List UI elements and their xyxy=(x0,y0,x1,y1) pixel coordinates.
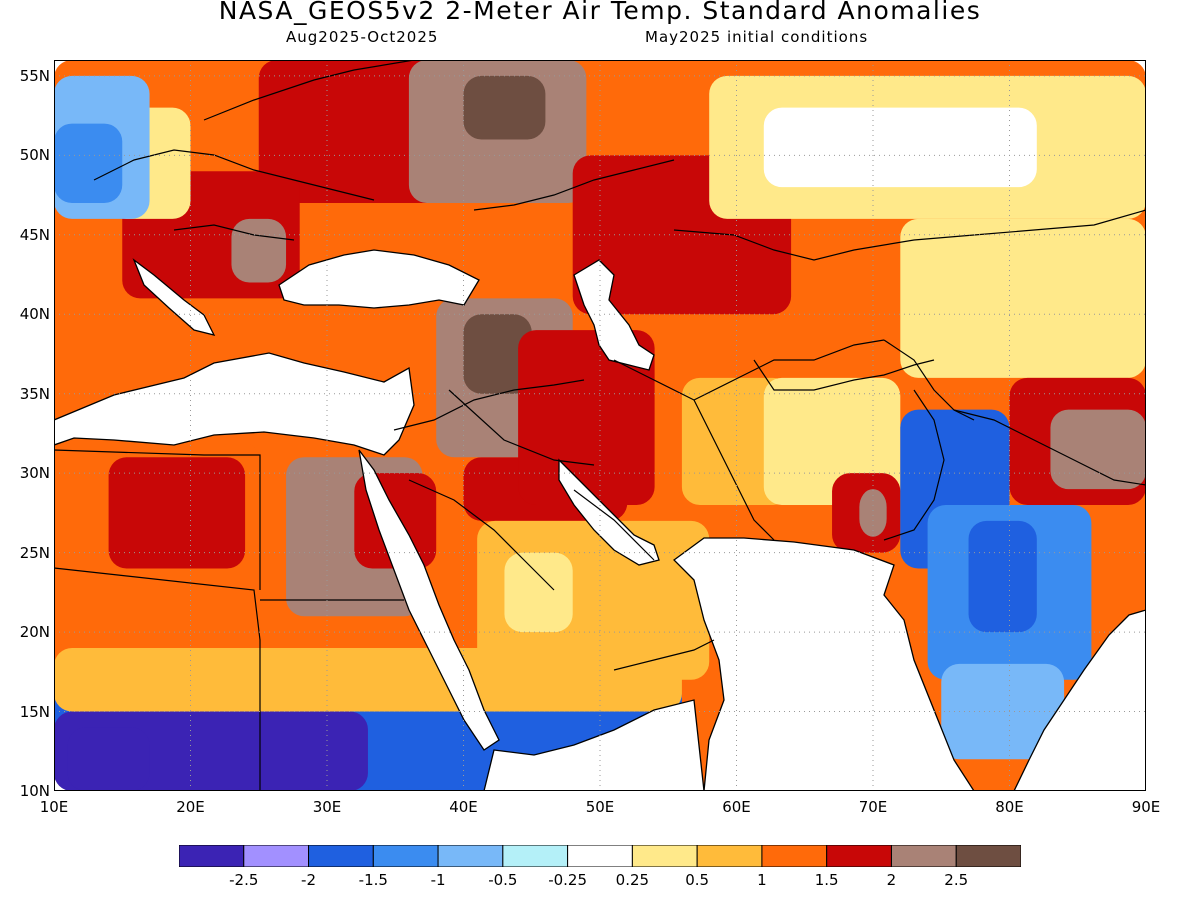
colorbar-tick-label: 1 xyxy=(757,871,767,889)
lat-tick-label: 25N xyxy=(19,543,50,562)
colorbar-swatch xyxy=(308,845,374,867)
anomaly-region xyxy=(463,314,532,394)
lat-tick-label: 30N xyxy=(19,464,50,483)
border-line xyxy=(408,479,555,591)
anomaly-region xyxy=(504,552,573,633)
colorbar-tick-label: 0.5 xyxy=(685,871,710,889)
caspian-sea xyxy=(573,259,655,371)
gulf-of-aden xyxy=(483,699,705,791)
lon-tick-label: 10E xyxy=(39,798,69,816)
colorbar-tick-label: -1.5 xyxy=(358,871,388,889)
lat-tick-label: 10N xyxy=(19,782,50,800)
lon-tick-label: 60E xyxy=(722,798,751,816)
colorbar-swatch xyxy=(761,845,828,867)
colorbar-tick-label: -2.5 xyxy=(229,871,259,889)
lat-tick-label: 55N xyxy=(19,66,50,85)
colorbar-swatch xyxy=(631,845,698,867)
border-line xyxy=(473,159,675,211)
lon-tick-label: 70E xyxy=(858,798,888,816)
lon-tick-label: 80E xyxy=(995,798,1024,816)
colorbar-tick-label: 2.5 xyxy=(944,871,969,889)
border-line xyxy=(203,60,415,121)
border-line xyxy=(393,379,585,431)
lat-tick-label: 45N xyxy=(19,225,50,244)
anomaly-region xyxy=(463,75,546,140)
border-line xyxy=(573,489,655,561)
colorbar-tick-label: -0.25 xyxy=(548,871,588,889)
anomaly-region xyxy=(231,218,287,283)
lon-tick-label: 30E xyxy=(312,798,342,816)
border-line xyxy=(883,389,945,541)
colorbar-swatch xyxy=(955,845,1021,867)
colorbar-swatch xyxy=(696,845,763,867)
anomaly-region xyxy=(763,107,1037,188)
border-line xyxy=(753,359,935,391)
lat-tick-label: 50N xyxy=(19,146,50,165)
border-line xyxy=(693,399,775,541)
border-line xyxy=(54,567,261,790)
border-line xyxy=(93,149,375,201)
anomaly-region xyxy=(763,377,901,505)
lat-tick-label: 35N xyxy=(19,384,50,403)
lon-tick-label: 50E xyxy=(585,798,615,816)
lon-tick-label: 90E xyxy=(1131,798,1161,816)
lon-tick-label: 20E xyxy=(176,798,205,816)
colorbar-swatch xyxy=(437,845,504,867)
anomaly-region xyxy=(1050,409,1146,490)
lat-tick-label: 40N xyxy=(19,305,50,324)
initial-conditions: May2025 initial conditions xyxy=(645,28,869,46)
lat-tick-label: 20N xyxy=(19,623,50,642)
lon-tick-label: 40E xyxy=(449,798,478,816)
border-line xyxy=(613,339,885,401)
border-line xyxy=(673,209,1146,261)
colorbar-swatch xyxy=(243,845,310,867)
colorbar-tick-label: 2 xyxy=(886,871,897,889)
colorbar-tick-label: -2 xyxy=(301,871,317,889)
bay-of-bengal xyxy=(1013,609,1146,791)
arabian-sea xyxy=(673,537,975,791)
colorbar-swatch xyxy=(826,845,892,867)
border-line xyxy=(173,224,295,241)
colorbar-swatch xyxy=(567,845,633,867)
border-line xyxy=(613,639,715,671)
mediterranean-sea xyxy=(54,352,415,456)
anomaly-map xyxy=(54,60,1146,791)
colorbar-swatch xyxy=(372,845,439,867)
colorbar xyxy=(179,845,1021,867)
colorbar-tick-label: 0.25 xyxy=(615,871,650,889)
map-title: NASA_GEOS5v2 2-Meter Air Temp. Standard … xyxy=(218,0,982,25)
forecast-period: Aug2025-Oct2025 xyxy=(286,28,439,46)
anomaly-region xyxy=(968,520,1037,633)
border-line xyxy=(448,389,595,466)
colorbar-tick-label: 1.5 xyxy=(814,871,839,889)
lat-tick-label: 15N xyxy=(19,702,50,721)
anomaly-map-canvas xyxy=(54,60,1146,791)
anomaly-region xyxy=(67,727,150,791)
border-line xyxy=(883,339,975,421)
anomaly-region xyxy=(54,123,123,204)
adriatic-sea xyxy=(132,258,216,336)
persian-gulf xyxy=(558,458,660,566)
colorbar-swatch xyxy=(502,845,569,867)
border-line xyxy=(953,409,1146,486)
colorbar-tick-label: -0.5 xyxy=(488,871,518,889)
anomaly-region xyxy=(108,457,246,569)
map-frame xyxy=(54,60,1146,791)
anomaly-region xyxy=(859,489,887,537)
colorbar-swatch xyxy=(890,845,957,867)
anomaly-region xyxy=(518,330,655,505)
border-line xyxy=(54,449,261,590)
colorbar-tick-label: -1 xyxy=(430,871,446,889)
anomaly-region xyxy=(941,663,1065,760)
colorbar-swatch xyxy=(179,845,245,867)
anomaly-region xyxy=(900,218,1146,378)
